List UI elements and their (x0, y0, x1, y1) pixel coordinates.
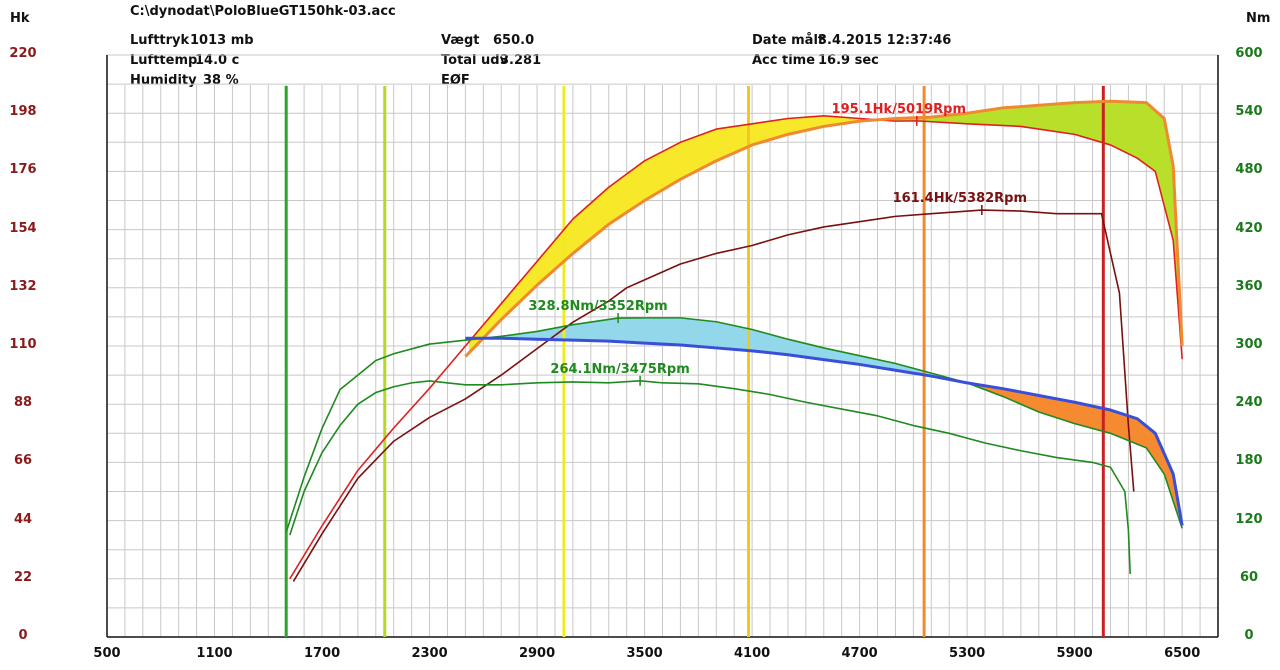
series-line (464, 99, 1184, 358)
y-tick-label-right: 540 (1235, 104, 1263, 120)
lufttryk-value: 1013 mb (190, 33, 254, 48)
difference-fill (485, 317, 969, 384)
y-tick-label-left: 176 (9, 162, 37, 178)
y-tick-label-left: 154 (9, 220, 37, 236)
y-tick-label-right: 0 (1244, 628, 1254, 643)
series-line (285, 317, 1183, 533)
acc-time-value: 16.9 sec (818, 53, 879, 68)
left-axis-unit: Hk (10, 11, 30, 26)
series-line (289, 380, 1131, 574)
chart-annotations: 195.1Hk/5019Rpm 161.4Hk/5382Rpm 328.8Nm/33… (528, 102, 1027, 386)
y-tick-label-right: 60 (1239, 569, 1259, 585)
y-tick-label-left: 0 (18, 628, 28, 643)
y-tick-label-left: 88 (13, 395, 33, 411)
file-path: C:\dynodat\PoloBlueGT150hk-03.acc (130, 4, 396, 19)
y-tick-label-left: 44 (13, 511, 33, 527)
y-tick-label-right: 480 (1235, 162, 1263, 178)
x-tick-label: 1100 (196, 646, 233, 661)
y-tick-label-right: 360 (1235, 278, 1263, 294)
date-label: Date målt (752, 33, 825, 48)
rpm-markers (284, 86, 1105, 637)
vaegt-label: Vægt (441, 33, 480, 48)
annotation-label: 195.1Hk/5019Rpm (832, 102, 966, 117)
lufttemp-label: Lufttemp (130, 53, 198, 68)
chart-series-lines (285, 99, 1184, 582)
annotation-label: 161.4Hk/5382Rpm (893, 191, 1027, 206)
difference-fill (468, 115, 880, 353)
vaegt-value: 650.0 (493, 33, 535, 48)
x-tick-label: 5300 (949, 646, 986, 661)
total-udv-value: 3.281 (500, 53, 542, 68)
x-tick-label: 5900 (1056, 646, 1093, 661)
x-tick-label: 1700 (303, 646, 341, 661)
lufttemp-value: 14.0 c (195, 53, 240, 68)
annotation-label: 264.1Nm/3475Rpm (550, 362, 689, 377)
x-tick-label: 6500 (1164, 646, 1201, 661)
difference-fill (968, 383, 1179, 518)
y-tick-label-left: 132 (9, 278, 37, 294)
y-tick-label-left: 220 (9, 46, 37, 61)
series-line (289, 115, 1183, 580)
x-tick-label: 500 (93, 646, 121, 661)
y-tick-label-right: 300 (1235, 337, 1263, 352)
y-tick-label-right: 240 (1235, 395, 1263, 411)
series-line (465, 336, 1184, 526)
y-tick-label-right: 420 (1235, 220, 1263, 236)
y-tick-label-right: 120 (1235, 511, 1263, 527)
total-udv-label: Total udv (441, 53, 509, 68)
y-tick-label-right: 180 (1235, 453, 1263, 469)
x-tick-label: 3500 (626, 646, 663, 661)
series-line (292, 209, 1135, 582)
date-value: 3.4.2015 12:37:46 (818, 33, 952, 48)
y-tick-label-left: 198 (9, 104, 37, 120)
y-tick-label-right: 600 (1235, 46, 1263, 61)
y-tick-label-left: 110 (9, 337, 37, 352)
x-tick-label: 2300 (411, 646, 448, 661)
chart-grid (106, 54, 1219, 638)
difference-fill (879, 101, 1179, 312)
y-tick-label-left: 66 (13, 453, 33, 469)
lufttryk-label: Lufttryk (130, 33, 190, 48)
x-tick-label: 2900 (518, 646, 556, 661)
x-tick-label: 4700 (841, 646, 878, 661)
right-axis-unit: Nm (1246, 11, 1271, 26)
acc-time-label: Acc time (752, 53, 816, 68)
y-tick-label-left: 22 (13, 569, 33, 585)
annotation-label: 328.8Nm/3352Rpm (528, 299, 667, 314)
x-tick-label: 4100 (734, 646, 771, 661)
